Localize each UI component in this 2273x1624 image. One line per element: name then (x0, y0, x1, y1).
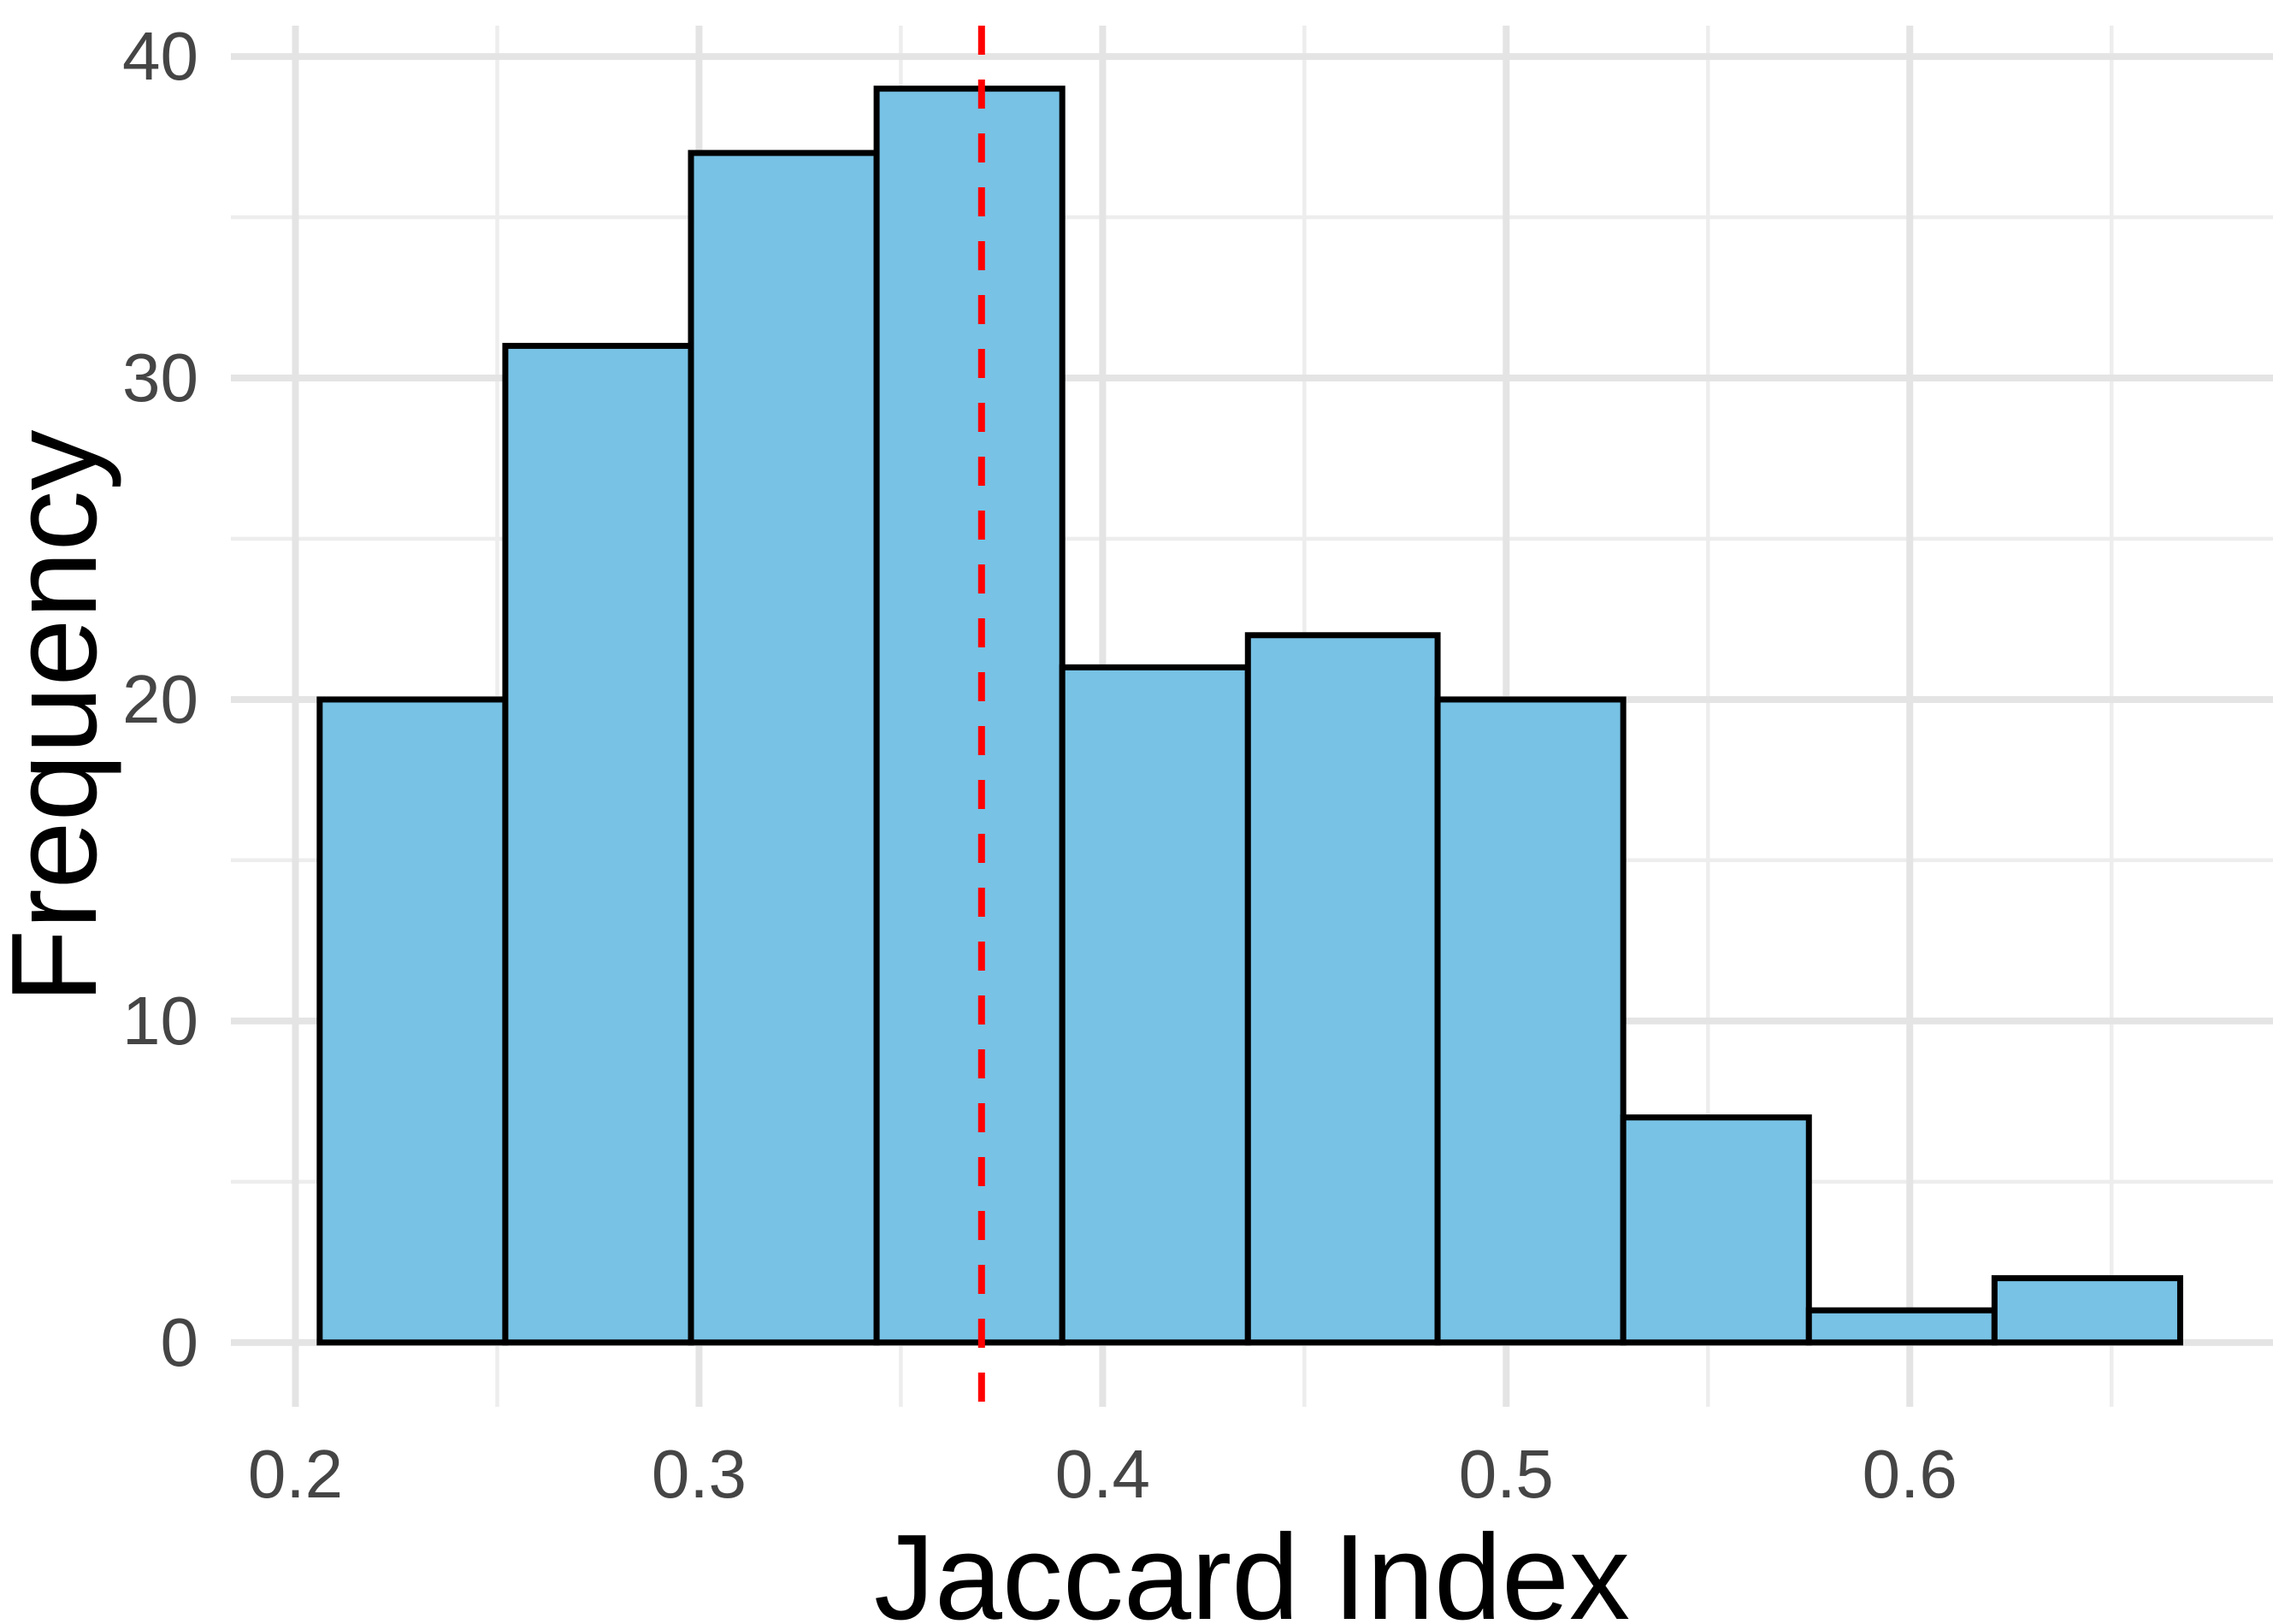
histogram-bar (1059, 664, 1251, 1346)
y-axis-title: Frequency (0, 430, 122, 1004)
x-tick-label: 0.4 (1055, 1436, 1150, 1512)
histogram-bar (1244, 632, 1441, 1346)
y-axis-tick-labels: 0 10 20 30 40 (122, 18, 198, 1380)
histogram-bar (873, 86, 1066, 1346)
histogram-bar (1620, 1114, 1812, 1346)
histogram-bar (1434, 696, 1627, 1346)
y-tick-label: 30 (122, 340, 198, 416)
histogram-bars (316, 86, 2183, 1346)
x-tick-label: 0.3 (652, 1436, 747, 1512)
y-tick-label: 20 (122, 661, 198, 737)
y-tick-label: 0 (161, 1304, 199, 1380)
histogram-bar (1805, 1307, 1998, 1346)
x-tick-label: 0.5 (1459, 1436, 1554, 1512)
x-tick-label: 0.6 (1863, 1436, 1957, 1512)
histogram-bar (502, 342, 694, 1346)
y-tick-label: 40 (122, 18, 198, 94)
histogram-bar (1991, 1275, 2183, 1346)
histogram-bar (688, 150, 880, 1346)
x-axis-tick-labels: 0.2 0.3 0.4 0.5 0.6 (248, 1436, 1957, 1512)
y-tick-label: 10 (122, 983, 198, 1059)
x-axis-title: Jaccard Index (874, 1509, 1630, 1624)
x-tick-label: 0.2 (248, 1436, 343, 1512)
histogram-bar (316, 696, 509, 1346)
